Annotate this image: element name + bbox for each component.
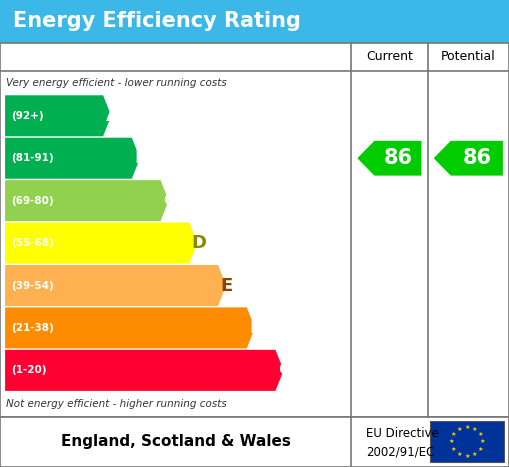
Text: ★: ★ [478,432,484,437]
Text: (39-54): (39-54) [11,281,54,290]
Text: ★: ★ [464,425,470,430]
Polygon shape [5,350,284,391]
Polygon shape [357,141,421,176]
Polygon shape [5,138,140,179]
Bar [0,43,509,417]
Text: 86: 86 [383,148,412,168]
Text: England, Scotland & Wales: England, Scotland & Wales [61,434,291,449]
Text: Current: Current [366,50,413,64]
Text: 86: 86 [462,148,491,168]
Text: (1-20): (1-20) [11,365,47,375]
Text: E: E [220,276,233,295]
Text: (69-80): (69-80) [11,196,54,205]
Bar [0,417,509,467]
Text: ★: ★ [478,446,484,452]
Bar [0,0,509,43]
Text: ★: ★ [464,453,470,459]
Text: ★: ★ [480,439,486,444]
Text: (92+): (92+) [11,111,44,121]
Text: Potential: Potential [441,50,496,64]
Text: 2002/91/EC: 2002/91/EC [366,446,435,459]
Polygon shape [5,180,168,221]
Text: EU Directive: EU Directive [366,427,439,440]
Polygon shape [434,141,503,176]
Text: B: B [134,149,148,167]
Text: A: A [105,107,120,125]
Polygon shape [5,307,255,348]
Text: G: G [278,361,293,379]
Text: (81-91): (81-91) [11,153,54,163]
Text: ★: ★ [450,446,456,452]
Text: (55-68): (55-68) [11,238,54,248]
Text: ★: ★ [450,432,456,437]
Text: Very energy efficient - lower running costs: Very energy efficient - lower running co… [6,78,227,88]
Text: Not energy efficient - higher running costs: Not energy efficient - higher running co… [6,399,227,410]
Polygon shape [5,265,226,306]
Text: ★: ★ [457,427,462,432]
Text: ★: ★ [472,427,477,432]
Text: ★: ★ [472,452,477,457]
Text: Energy Efficiency Rating: Energy Efficiency Rating [13,12,301,31]
Text: ★: ★ [448,439,454,444]
Text: C: C [163,191,176,210]
Text: F: F [249,319,262,337]
Bar [430,421,504,462]
Polygon shape [5,223,197,263]
Polygon shape [5,95,111,136]
Text: ★: ★ [457,452,462,457]
Text: D: D [192,234,207,252]
Text: (21-38): (21-38) [11,323,54,333]
